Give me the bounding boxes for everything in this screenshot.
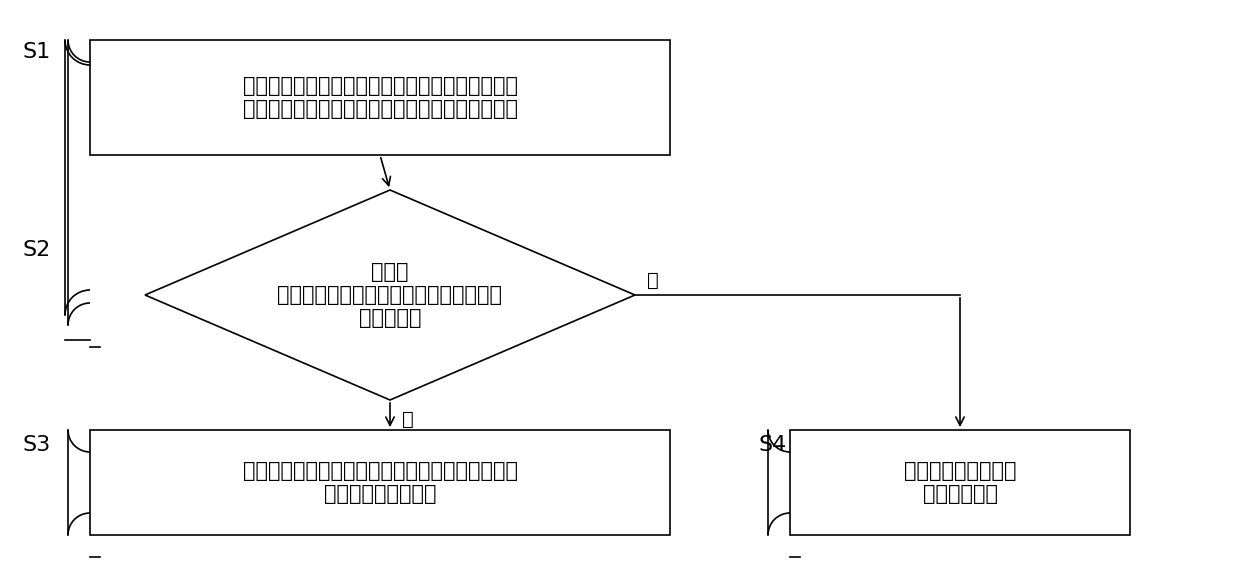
Polygon shape [145,190,635,400]
Bar [790,430,1130,535]
Bar [91,40,670,155]
Text: S1: S1 [22,42,51,62]
Text: S4: S4 [758,435,786,455]
Text: 保持左右轮毂的扭矩
分配系数不变: 保持左右轮毂的扭矩 分配系数不变 [904,461,1017,504]
Text: S3: S3 [22,435,51,455]
Text: S2: S2 [22,240,51,260]
Text: 对左右轮毂的扭矩分配系数进行调节，以使转速之
比等于转弯半径之比: 对左右轮毂的扭矩分配系数进行调节，以使转速之 比等于转弯半径之比 [243,461,517,504]
Text: 否: 否 [402,410,414,429]
Text: 判断转
速之比是否等于左驱动轮和右驱动轮的转
弯半径之比: 判断转 速之比是否等于左驱动轮和右驱动轮的转 弯半径之比 [278,262,502,328]
Bar [91,430,670,535]
Text: 在汽车转弯时，分别检测汽车的左驱动轮和右驱动
轮的转速，并计算左驱动轮和右驱动轮的转速之比: 在汽车转弯时，分别检测汽车的左驱动轮和右驱动 轮的转速，并计算左驱动轮和右驱动轮… [243,76,517,119]
Text: 是: 是 [647,271,658,290]
